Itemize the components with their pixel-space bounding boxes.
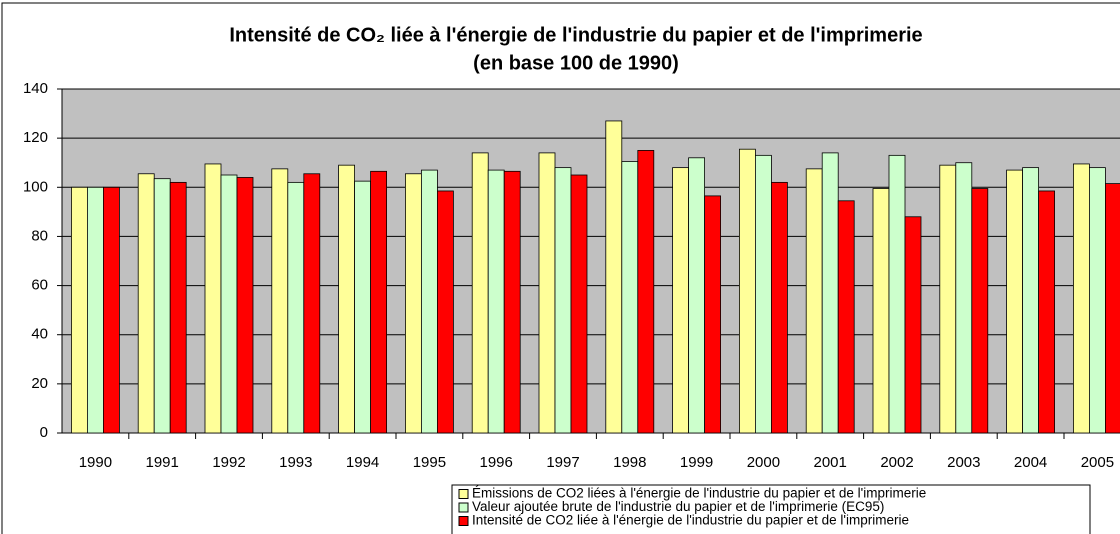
bar [955,162,973,434]
legend-swatch [458,489,469,499]
bar [821,152,839,434]
x-tick-label: 2000 [747,454,780,471]
bar [420,169,438,434]
bar [1089,167,1106,434]
x-tick-label: 2005 [1081,454,1114,471]
bar [471,152,489,434]
bar [169,181,187,434]
bar [436,190,454,434]
y-tick-label: 40 [31,326,48,343]
bar [153,178,171,434]
x-tick-label: 2001 [814,454,847,471]
bar [220,174,238,434]
bar [554,167,572,434]
x-tick-label: 2004 [1014,454,1047,471]
bar [739,148,756,434]
bar [971,188,989,434]
bar [137,173,155,434]
bar [872,188,890,434]
bar [204,163,222,434]
y-tick-label: 60 [31,277,48,294]
y-tick-label: 120 [23,129,48,146]
x-tick-label: 1997 [546,454,579,471]
legend-swatch [458,502,469,513]
bar [1038,190,1055,434]
y-tick-label: 140 [23,80,48,97]
x-tick-label: 1994 [346,454,379,471]
bar [837,200,855,434]
bar [370,170,388,434]
bar [1105,183,1120,434]
x-tick-label: 1996 [480,454,513,471]
bar [503,170,521,434]
bar [1022,167,1039,434]
bar [621,161,639,434]
chart-title: Intensité de CO₂ liée à l'énergie de l'i… [229,24,922,46]
bar [87,186,104,434]
legend-swatch [458,516,469,526]
bar [354,180,372,434]
x-tick-label: 2003 [947,454,980,471]
legend-box [451,484,1091,534]
bar [805,168,823,434]
bar [570,174,588,434]
legend-label: Intensité de CO2 liée à l'énergie de l'i… [472,513,909,528]
bar [271,168,289,434]
y-tick-label: 0 [40,424,48,441]
legend-label: Valeur ajoutée brute de l'industrie du p… [472,499,884,514]
y-tick-label: 100 [23,178,48,195]
bar [71,186,88,434]
bar [338,164,356,434]
bar [888,154,906,434]
bar [771,181,788,434]
bar [538,152,556,434]
bar [688,157,705,434]
bar [605,120,623,434]
bar [1073,163,1090,434]
x-tick-label: 1993 [279,454,312,471]
bar [904,216,922,434]
x-tick-label: 1999 [680,454,713,471]
bar [236,177,254,434]
bar [404,173,422,434]
x-tick-label: 1991 [146,454,179,471]
bar [939,164,957,434]
legend-label: Émissions de CO2 liées à l'énergie de l'… [472,486,926,501]
chart-subtitle: (en base 100 de 1990) [473,52,679,74]
bar [287,181,305,434]
y-tick-label: 20 [31,375,48,392]
bar [672,167,689,434]
x-tick-label: 1995 [413,454,446,471]
bar [103,186,120,434]
x-tick-label: 1992 [212,454,245,471]
bar [637,150,655,434]
bar [1006,169,1023,434]
y-tick-label: 80 [31,227,48,244]
x-tick-label: 1990 [79,454,112,471]
bar [755,154,772,434]
bar [303,173,321,434]
bar [704,195,721,434]
bar [487,169,505,434]
x-tick-label: 2002 [880,454,913,471]
x-tick-label: 1998 [613,454,646,471]
